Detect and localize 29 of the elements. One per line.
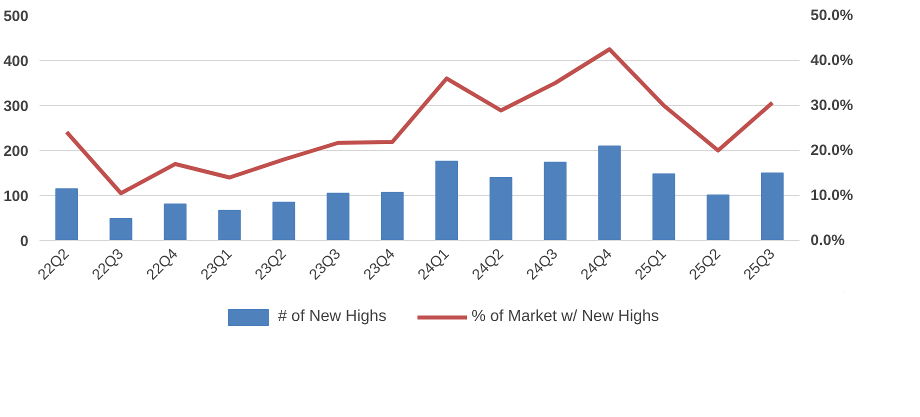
y-tick-label: 100 [3, 188, 29, 205]
legend-label: # of New Highs [278, 308, 386, 326]
line-series [64, 47, 774, 196]
bar [218, 210, 241, 240]
y2-tick-label: 30.0% [810, 97, 854, 114]
bar [490, 177, 512, 240]
bar [598, 146, 621, 240]
y-tick-label: 400 [3, 53, 29, 70]
y-tick-label: 300 [3, 98, 29, 115]
bar [706, 194, 730, 240]
bar [55, 188, 78, 240]
bar [110, 218, 132, 240]
y2-tick-label: 40.0% [810, 52, 854, 69]
y-tick-label: 500 [3, 8, 29, 25]
bar [761, 172, 784, 240]
y2-tick-label: 20.0% [810, 142, 854, 159]
bar [652, 173, 676, 240]
y-tick-label: 0 [20, 233, 28, 250]
y2-tick-label: 0.0% [810, 232, 845, 249]
bar [272, 202, 296, 240]
bar [381, 192, 404, 240]
bar [544, 162, 567, 240]
y2-tick-label: 10.0% [810, 187, 854, 204]
bar [326, 192, 350, 240]
bar [435, 160, 458, 240]
y2-tick-label: 50.0% [810, 7, 854, 24]
bar [164, 204, 187, 240]
legend-label: % of Market w/ New Highs [471, 308, 660, 326]
y-tick-label: 200 [3, 143, 29, 160]
